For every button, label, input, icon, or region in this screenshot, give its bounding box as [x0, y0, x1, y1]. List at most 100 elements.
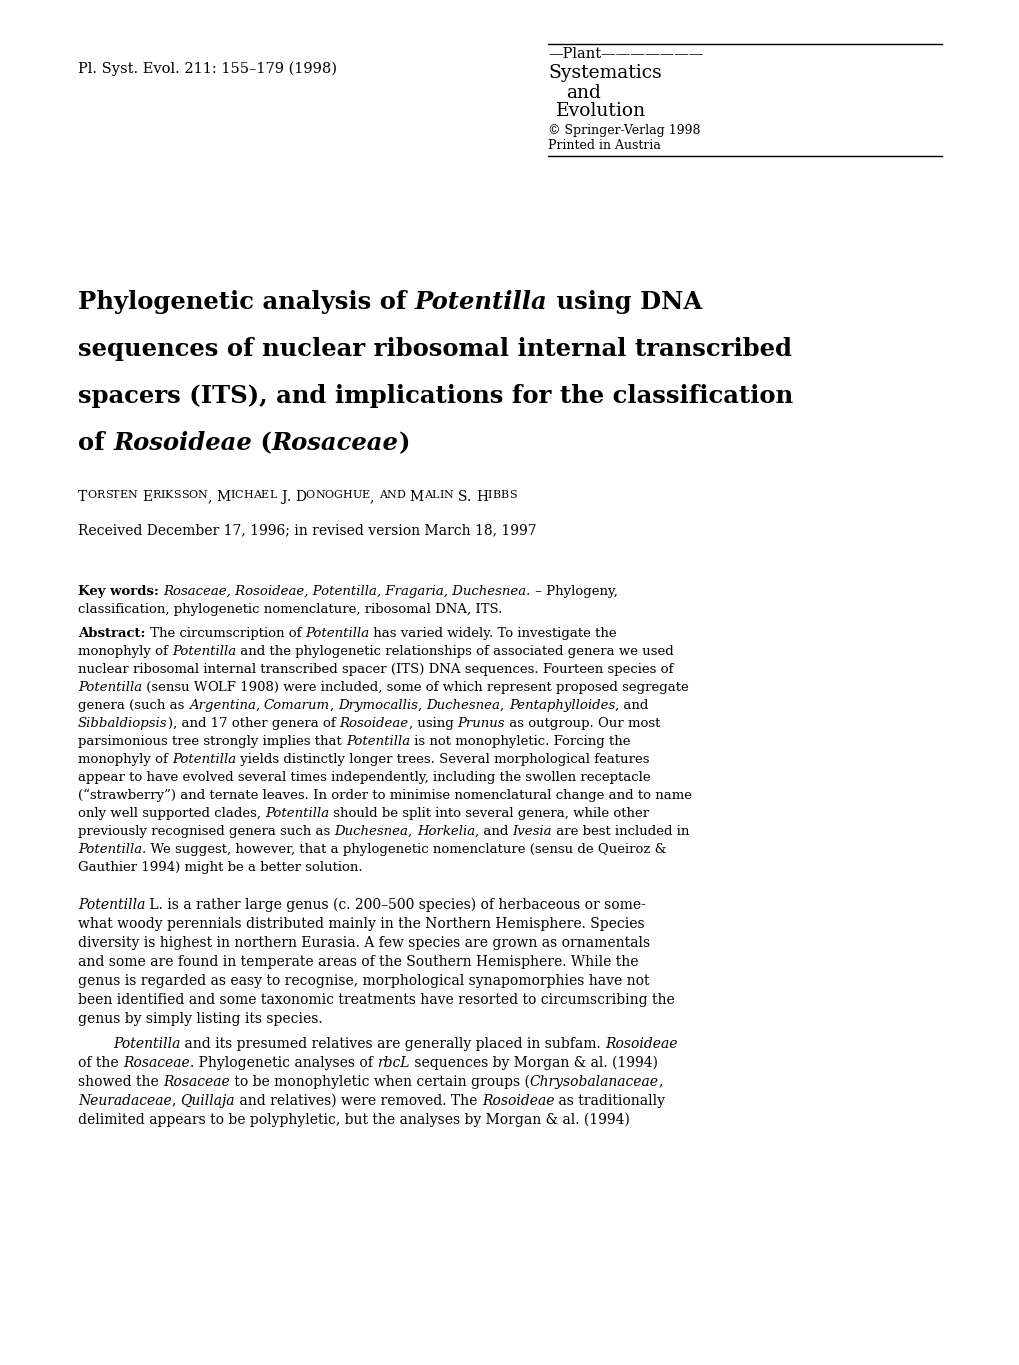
Text: and some are found in temperate areas of the Southern Hemisphere. While the: and some are found in temperate areas of… [77, 955, 638, 969]
Text: L. is a rather large genus (c. 200–500 species) of herbaceous or some-: L. is a rather large genus (c. 200–500 s… [146, 898, 646, 912]
Text: D: D [294, 490, 306, 504]
Text: has varied widely. To investigate the: has varied widely. To investigate the [369, 627, 616, 640]
Text: spacers (ITS), and implications for the classification: spacers (ITS), and implications for the … [77, 384, 793, 408]
Text: and the phylogenetic relationships of associated genera we used: and the phylogenetic relationships of as… [236, 646, 674, 658]
Text: Potentilla: Potentilla [172, 753, 236, 766]
Text: Prunus: Prunus [458, 717, 504, 730]
Text: ): ) [398, 431, 410, 455]
Text: Argentina: Argentina [189, 699, 255, 713]
Text: only well supported clades,: only well supported clades, [77, 807, 265, 820]
Text: Abstract:: Abstract: [77, 627, 146, 640]
Text: delimited appears to be polyphyletic, but the analyses by Morgan & al. (1994): delimited appears to be polyphyletic, bu… [77, 1112, 630, 1127]
Text: N: N [127, 490, 138, 500]
Text: I: I [160, 490, 165, 500]
Text: Drymocallis: Drymocallis [338, 699, 418, 713]
Text: what woody perennials distributed mainly in the Northern Hemisphere. Species: what woody perennials distributed mainly… [77, 917, 644, 931]
Text: Duchesnea: Duchesnea [334, 824, 408, 838]
Text: Rosaceae: Rosaceae [163, 1074, 229, 1089]
Text: Potentilla: Potentilla [113, 1036, 180, 1051]
Text: T: T [77, 490, 88, 504]
Text: Rosaceae: Rosaceae [123, 1055, 190, 1070]
Text: been identified and some taxonomic treatments have resorted to circumscribing th: been identified and some taxonomic treat… [77, 992, 675, 1007]
Text: M: M [216, 490, 230, 504]
Text: genera (such as: genera (such as [77, 699, 189, 713]
Text: O: O [88, 490, 96, 500]
Text: (“strawberry”) and ternate leaves. In order to minimise nomenclatural change and: (“strawberry”) and ternate leaves. In or… [77, 789, 691, 803]
Text: M: M [410, 490, 423, 504]
Text: as outgroup. Our most: as outgroup. Our most [504, 717, 660, 730]
Text: Systematics: Systematics [547, 64, 661, 82]
Text: genus by simply listing its species.: genus by simply listing its species. [77, 1011, 322, 1026]
Text: should be split into several genera, while other: should be split into several genera, whi… [329, 807, 649, 820]
Text: Duchesnea: Duchesnea [426, 699, 500, 713]
Text: I: I [487, 490, 492, 500]
Text: OLF: OLF [208, 681, 236, 693]
Text: to be monophyletic when certain groups (: to be monophyletic when certain groups ( [229, 1074, 529, 1089]
Text: ,: , [418, 699, 426, 713]
Text: of the: of the [77, 1055, 123, 1070]
Text: sequences by Morgan & al. (1994): sequences by Morgan & al. (1994) [409, 1055, 657, 1070]
Text: Evolution: Evolution [555, 102, 645, 120]
Text: N: N [198, 490, 207, 500]
Text: B: B [492, 490, 500, 500]
Text: Rosoideae: Rosoideae [113, 431, 252, 455]
Text: —Plant———————: —Plant——————— [547, 46, 703, 61]
Text: classification, phylogenetic nomenclature, ribosomal DNA, ITS.: classification, phylogenetic nomenclatur… [77, 603, 502, 616]
Text: K: K [165, 490, 173, 500]
Text: showed the: showed the [77, 1074, 163, 1089]
Text: E: E [261, 490, 269, 500]
Text: rbcL: rbcL [377, 1055, 409, 1070]
Text: ), and 17 other genera of: ), and 17 other genera of [167, 717, 339, 730]
Text: appear to have evolved several times independently, including the swollen recept: appear to have evolved several times ind… [77, 771, 650, 784]
Text: Printed in Austria: Printed in Austria [547, 139, 660, 152]
Text: 1908) were included, some of which represent proposed segregate: 1908) were included, some of which repre… [236, 681, 689, 693]
Text: and: and [566, 85, 600, 102]
Text: monophyly of: monophyly of [77, 646, 172, 658]
Text: © Springer-Verlag 1998: © Springer-Verlag 1998 [547, 124, 700, 136]
Text: Potentilla: Potentilla [415, 289, 547, 314]
Text: monophyly of: monophyly of [77, 753, 172, 766]
Text: ,: , [500, 699, 508, 713]
Text: – Phylogeny,: – Phylogeny, [530, 586, 618, 598]
Text: Potentilla: Potentilla [265, 807, 329, 820]
Text: nuclear ribosomal internal transcribed spacer (ITS) DNA sequences. Fourteen spec: nuclear ribosomal internal transcribed s… [77, 663, 673, 676]
Text: yields distinctly longer trees. Several morphological features: yields distinctly longer trees. Several … [236, 753, 649, 766]
Text: Potentilla: Potentilla [77, 844, 142, 856]
Text: , and: , and [614, 699, 648, 713]
Text: H: H [243, 490, 253, 500]
Text: H: H [476, 490, 487, 504]
Text: Rosaceae: Rosaceae [272, 431, 398, 455]
Text: ,: , [171, 1093, 180, 1108]
Text: (: ( [252, 431, 272, 455]
Text: A: A [378, 490, 386, 500]
Text: L: L [431, 490, 439, 500]
Text: using DNA: using DNA [547, 289, 701, 314]
Text: ,: , [330, 699, 338, 713]
Text: ,: , [207, 490, 211, 504]
Text: I: I [230, 490, 234, 500]
Text: H: H [342, 490, 353, 500]
Text: (sensu W: (sensu W [142, 681, 208, 693]
Text: O: O [189, 490, 198, 500]
Text: Potentilla: Potentilla [345, 734, 410, 748]
Text: .: . [286, 490, 290, 504]
Text: Pl. Syst. Evol. 211: 155–179 (1998): Pl. Syst. Evol. 211: 155–179 (1998) [77, 61, 336, 76]
Text: E: E [119, 490, 127, 500]
Text: Potentilla: Potentilla [305, 627, 369, 640]
Text: C: C [234, 490, 243, 500]
Text: I: I [439, 490, 443, 500]
Text: ,: , [408, 824, 417, 838]
Text: The circumscription of: The circumscription of [146, 627, 305, 640]
Text: Key words:: Key words: [77, 586, 163, 598]
Text: L: L [269, 490, 276, 500]
Text: S: S [173, 490, 180, 500]
Text: A: A [423, 490, 431, 500]
Text: is not monophyletic. Forcing the: is not monophyletic. Forcing the [410, 734, 630, 748]
Text: sequences of nuclear ribosomal internal transcribed: sequences of nuclear ribosomal internal … [77, 337, 791, 360]
Text: Chrysobalanaceae: Chrysobalanaceae [529, 1074, 658, 1089]
Text: ,: , [658, 1074, 662, 1089]
Text: previously recognised genera such as: previously recognised genera such as [77, 824, 334, 838]
Text: S: S [458, 490, 467, 504]
Text: ,: , [370, 490, 374, 504]
Text: S: S [508, 490, 516, 500]
